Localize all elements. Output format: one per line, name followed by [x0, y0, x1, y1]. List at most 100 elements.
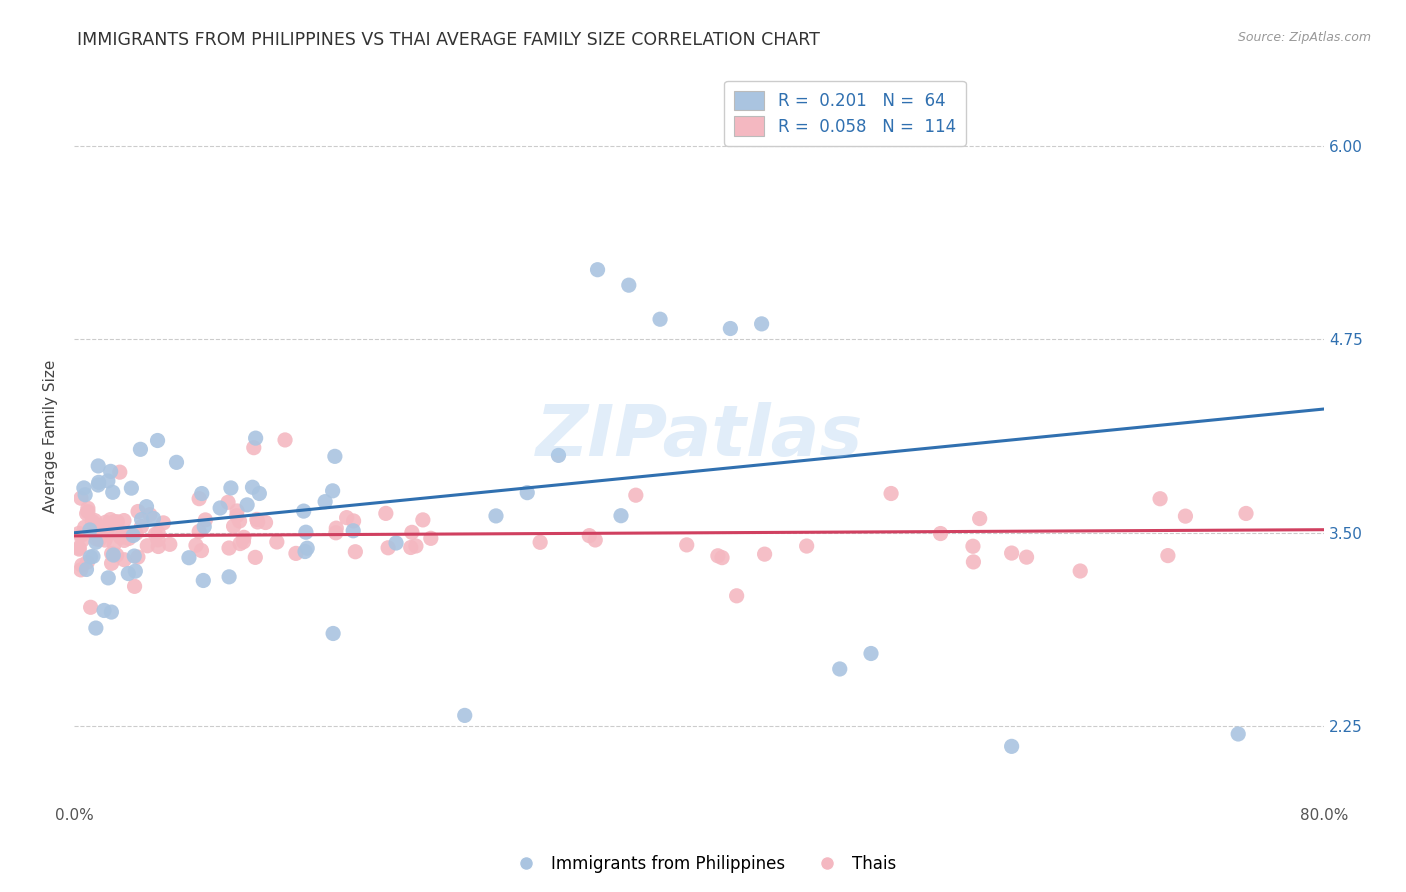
Point — [135, 500, 157, 514]
Point — [675, 538, 697, 552]
Point — [962, 539, 984, 553]
Point — [67, 541, 90, 555]
Point — [314, 494, 336, 508]
Point — [184, 538, 207, 552]
Point — [100, 557, 122, 571]
Point — [1157, 549, 1180, 563]
Point — [82, 525, 104, 540]
Point — [129, 442, 152, 457]
Point — [127, 504, 149, 518]
Point — [226, 504, 249, 518]
Point — [97, 571, 120, 585]
Point — [94, 533, 117, 547]
Point — [86, 532, 108, 546]
Point — [122, 549, 145, 563]
Point — [125, 526, 148, 541]
Point — [142, 511, 165, 525]
Point — [225, 508, 247, 523]
Point — [322, 626, 344, 640]
Point — [96, 527, 118, 541]
Point — [139, 508, 162, 522]
Point — [969, 511, 991, 525]
Point — [1001, 739, 1024, 754]
Point — [245, 431, 267, 445]
Point — [188, 491, 211, 506]
Point — [79, 523, 101, 537]
Point — [77, 505, 100, 519]
Point — [121, 527, 143, 541]
Legend: R =  0.201   N =  64, R =  0.058   N =  114: R = 0.201 N = 64, R = 0.058 N = 114 — [724, 80, 966, 145]
Point — [70, 528, 93, 542]
Point — [377, 541, 399, 555]
Point — [1227, 727, 1250, 741]
Text: Source: ZipAtlas.com: Source: ZipAtlas.com — [1237, 31, 1371, 45]
Point — [89, 520, 111, 534]
Point — [284, 546, 307, 560]
Point — [578, 529, 600, 543]
Point — [962, 555, 984, 569]
Point — [166, 455, 188, 469]
Point — [79, 549, 101, 564]
Point — [100, 464, 122, 478]
Point — [1015, 550, 1038, 565]
Point — [103, 515, 125, 529]
Point — [76, 555, 98, 569]
Point — [136, 539, 159, 553]
Point — [242, 480, 264, 494]
Point — [67, 526, 90, 541]
Text: ZIPatlas: ZIPatlas — [536, 401, 863, 471]
Point — [295, 525, 318, 540]
Point — [194, 513, 217, 527]
Point — [112, 514, 135, 528]
Point — [295, 541, 318, 556]
Point — [103, 548, 125, 562]
Point — [87, 478, 110, 492]
Point — [73, 481, 96, 495]
Point — [385, 536, 408, 550]
Point — [73, 520, 96, 534]
Point — [236, 498, 259, 512]
Point — [146, 533, 169, 547]
Legend: Immigrants from Philippines, Thais: Immigrants from Philippines, Thais — [503, 848, 903, 880]
Point — [75, 562, 97, 576]
Point — [148, 540, 170, 554]
Point — [83, 522, 105, 536]
Point — [586, 262, 609, 277]
Point — [70, 491, 93, 506]
Point — [117, 566, 139, 581]
Point — [222, 519, 245, 533]
Point — [796, 539, 818, 553]
Point — [217, 495, 239, 509]
Point — [209, 500, 232, 515]
Point — [152, 516, 174, 530]
Point — [583, 533, 606, 547]
Point — [94, 523, 117, 537]
Point — [193, 574, 215, 588]
Point — [322, 483, 344, 498]
Point — [127, 550, 149, 565]
Point — [97, 519, 120, 533]
Point — [342, 514, 364, 528]
Point — [880, 486, 903, 500]
Point — [344, 545, 367, 559]
Point — [67, 542, 90, 557]
Point — [374, 507, 396, 521]
Point — [75, 488, 97, 502]
Point — [190, 543, 212, 558]
Point — [87, 475, 110, 490]
Point — [82, 549, 104, 564]
Point — [101, 485, 124, 500]
Point — [232, 534, 254, 549]
Point — [325, 525, 347, 540]
Point — [245, 550, 267, 565]
Point — [454, 708, 477, 723]
Point — [100, 605, 122, 619]
Point — [1149, 491, 1171, 506]
Point — [229, 536, 252, 550]
Point — [336, 510, 359, 524]
Point — [124, 579, 146, 593]
Point — [401, 525, 423, 540]
Point — [89, 533, 111, 547]
Point — [103, 537, 125, 551]
Point — [193, 519, 215, 533]
